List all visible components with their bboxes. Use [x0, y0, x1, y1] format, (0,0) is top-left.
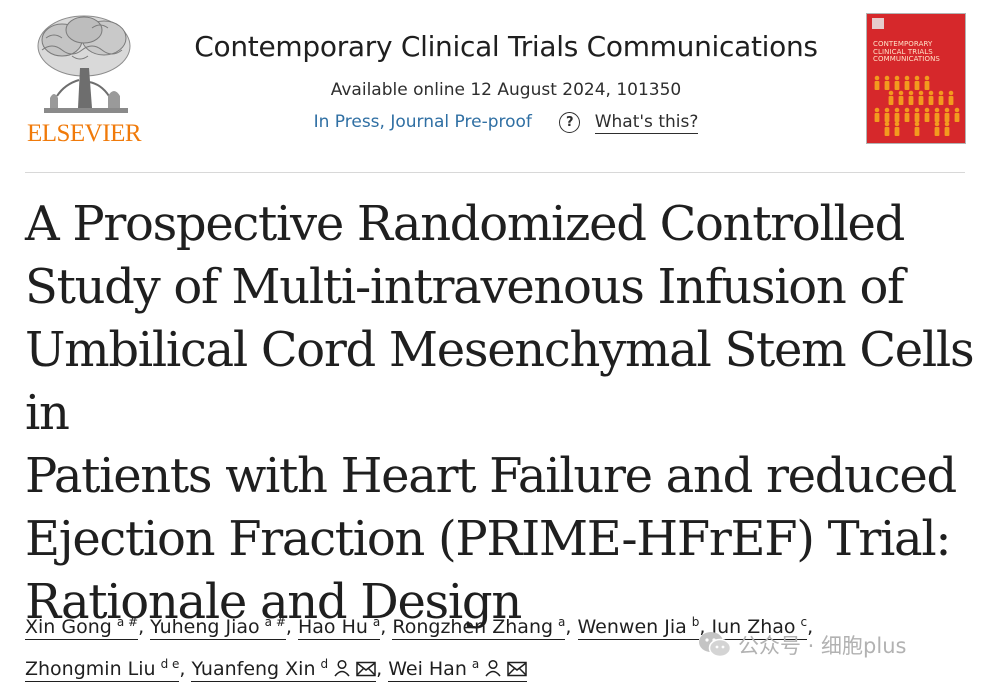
- cover-people-illustration: [874, 75, 960, 136]
- whats-this-link[interactable]: What's this?: [594, 112, 699, 134]
- author-separator: ,: [699, 616, 706, 638]
- author-link[interactable]: Wenwen Jia b: [577, 615, 700, 640]
- author-separator: ,: [376, 658, 383, 680]
- author-name: Wei Han: [388, 658, 467, 680]
- wechat-watermark: 公众号 · 细胞plus: [698, 630, 958, 658]
- article-title: A Prospective Randomized Controlled Stud…: [25, 193, 975, 634]
- author-link[interactable]: Wei Han a: [388, 657, 528, 682]
- person-icon: [485, 659, 501, 677]
- author-affiliation: a: [372, 615, 381, 629]
- author-affiliation: d e: [160, 657, 180, 671]
- author-name: Yuheng Jiao: [150, 616, 260, 638]
- envelope-icon: [356, 661, 376, 677]
- availability-date: Available online 12 August 2024, 101350: [330, 80, 682, 100]
- author-name: Xin Gong: [25, 616, 112, 638]
- publisher-wordmark: ELSEVIER: [26, 120, 142, 147]
- envelope-icon: [507, 661, 527, 677]
- author-affiliation: c: [800, 615, 808, 629]
- elsevier-logo[interactable]: ELSEVIER: [22, 10, 146, 148]
- journal-title[interactable]: Contemporary Clinical Trials Communicati…: [194, 30, 818, 63]
- in-press-link[interactable]: In Press, Journal Pre-proof: [313, 112, 532, 132]
- tree-logo-icon: [37, 15, 131, 113]
- title-line: Study of Multi-intravenous Infusion of: [25, 259, 905, 315]
- author-link[interactable]: Hao Hu a: [297, 615, 381, 640]
- title-line: Ejection Fraction (PRIME-HFrEF) Trial:: [25, 511, 952, 567]
- watermark-text: 公众号 · 细胞plus: [738, 634, 907, 658]
- author-name: Hao Hu: [297, 616, 368, 638]
- cover-title: CONTEMPORARY CLINICAL TRIALS COMMUNICATI…: [873, 40, 963, 64]
- author-link[interactable]: Yuheng Jiao a #: [150, 615, 286, 640]
- author-name: Jun Zhao: [711, 616, 796, 638]
- author-separator: ,: [285, 616, 292, 638]
- author-affiliation: a: [558, 615, 566, 629]
- author-link[interactable]: Yuanfeng Xin d: [191, 657, 377, 682]
- wechat-icon: [699, 632, 732, 658]
- question-mark-icon[interactable]: ?: [559, 112, 581, 133]
- author-name: Rongzhen Zhang: [392, 616, 554, 638]
- article-status-row: In Press, Journal Pre-proof ? What's thi…: [150, 112, 862, 134]
- cover-title-line: COMMUNICATIONS: [873, 55, 940, 63]
- author-link[interactable]: Xin Gong a #: [25, 615, 139, 640]
- person-icon: [334, 659, 350, 677]
- title-line: Patients with Heart Failure and reduced: [25, 448, 957, 504]
- cover-publisher-mark: [872, 18, 884, 29]
- author-separator: ,: [565, 616, 572, 638]
- author-separator: ,: [179, 658, 186, 680]
- author-affiliation: b: [691, 615, 700, 629]
- journal-cover-thumbnail[interactable]: CONTEMPORARY CLINICAL TRIALS COMMUNICATI…: [866, 13, 966, 144]
- author-affiliation: a #: [116, 615, 139, 629]
- title-line: Umbilical Cord Mesenchymal Stem Cells in: [25, 322, 975, 441]
- cover-title-line: CONTEMPORARY: [873, 40, 933, 48]
- author-link[interactable]: Zhongmin Liu d e: [25, 657, 180, 682]
- author-name: Yuanfeng Xin: [191, 658, 316, 680]
- author-link[interactable]: Rongzhen Zhang a: [392, 615, 566, 640]
- author-separator: ,: [807, 616, 814, 638]
- header-divider: [25, 172, 965, 173]
- author-name: Zhongmin Liu: [25, 658, 156, 680]
- title-line: A Prospective Randomized Controlled: [25, 196, 905, 252]
- cover-title-line: CLINICAL TRIALS: [873, 47, 933, 56]
- author-affiliation: a: [471, 657, 480, 671]
- author-separator: ,: [380, 616, 387, 638]
- author-affiliation: a #: [264, 615, 286, 629]
- author-name: Wenwen Jia: [577, 616, 687, 638]
- author-list: Xin Gong a #, Yuheng Jiao a #, Hao Hu a, Ro…: [25, 604, 965, 688]
- author-separator: ,: [138, 616, 145, 638]
- title-line: Rationale and Design: [25, 574, 522, 630]
- author-link[interactable]: Jun Zhao c: [711, 615, 808, 640]
- author-affiliation: d: [320, 657, 329, 671]
